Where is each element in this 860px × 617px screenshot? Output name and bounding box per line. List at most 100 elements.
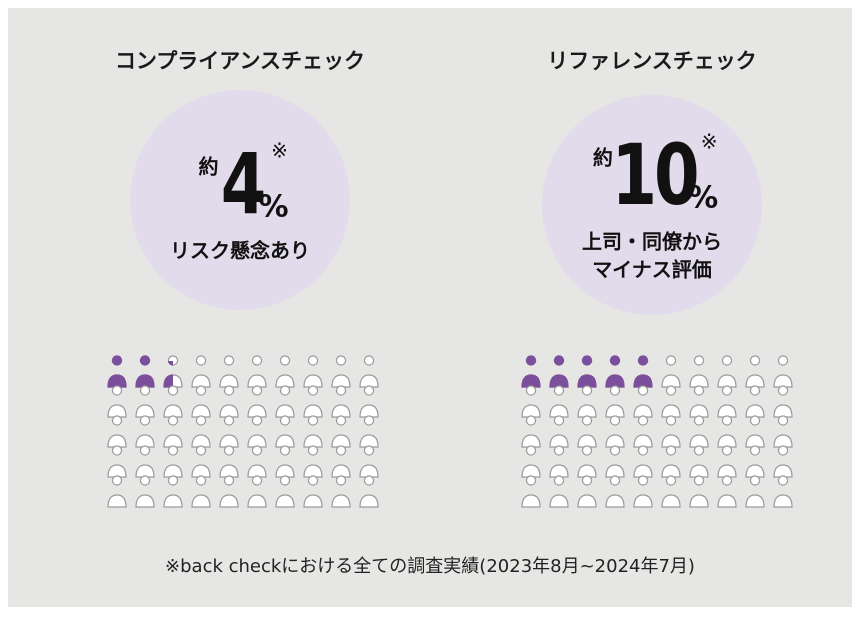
person-outline [521,385,541,418]
person-icon [191,415,211,448]
person-outline [331,385,351,418]
person-icon [247,475,267,508]
person-icon [135,415,155,448]
icon-grid [107,355,379,508]
person-icon [717,415,737,448]
person-icon [521,445,541,478]
person-icon [359,385,379,418]
person-icon [605,445,625,478]
person-outline [661,355,681,388]
person-icon [163,445,183,478]
person-outline [577,445,597,478]
person-outline [359,385,379,418]
person-outline [303,415,323,448]
person-outline [549,445,569,478]
person-icon [661,475,681,508]
person-outline [303,385,323,418]
person-icon [773,475,793,508]
note-mark: ※ [701,130,718,154]
person-outline [191,415,211,448]
person-icon [549,385,569,418]
person-icon [633,475,653,508]
stat-prefix: 約 [593,146,613,170]
stat-unit: % [259,190,289,225]
person-outline [303,445,323,478]
person-outline [247,385,267,418]
person-icon [247,385,267,418]
person-icon [107,385,127,418]
person-icon [135,355,155,388]
person-icon [521,475,541,508]
stat-value: 4 [221,135,264,233]
person-outline [773,355,793,388]
person-outline [331,355,351,388]
person-icon [577,475,597,508]
person-outline [331,415,351,448]
person-icon [303,385,323,418]
person-outline [247,475,267,508]
person-icon [661,355,681,388]
person-outline [577,415,597,448]
person-outline [107,445,127,478]
person-outline [717,355,737,388]
person-outline [605,415,625,448]
icon-grid [521,355,793,508]
person-icon [773,445,793,478]
person-outline [107,385,127,418]
person-icon [331,475,351,508]
person-icon [577,385,597,418]
background [8,8,852,607]
person-icon [745,445,765,478]
person-icon [275,385,295,418]
person-icon [549,475,569,508]
person-outline [633,475,653,508]
person-icon [359,445,379,478]
person-outline [745,385,765,418]
person-icon [689,445,709,478]
person-outline [163,385,183,418]
person-outline [275,415,295,448]
person-icon [107,445,127,478]
note-mark: ※ [271,139,288,163]
person-icon [191,445,211,478]
person-icon [191,385,211,418]
person-outline [773,385,793,418]
person-outline [773,475,793,508]
person-icon [661,445,681,478]
person-filled [135,355,155,388]
person-icon [521,355,541,388]
person-outline [135,475,155,508]
person-icon [605,415,625,448]
person-outline [275,355,295,388]
person-filled [605,355,625,388]
person-icon [359,415,379,448]
person-outline [549,385,569,418]
person-icon [107,475,127,508]
person-icon [577,445,597,478]
person-icon [275,415,295,448]
stat-caption: 上司・同僚から [582,230,722,254]
person-icon [661,415,681,448]
person-icon [773,415,793,448]
person-outline [359,355,379,388]
person-icon [107,415,127,448]
person-icon [331,355,351,388]
person-icon [549,415,569,448]
stat-prefix: 約 [198,155,218,179]
person-icon [717,445,737,478]
person-outline [275,445,295,478]
person-outline [577,475,597,508]
person-icon [135,475,155,508]
person-outline [633,385,653,418]
person-icon [303,355,323,388]
person-outline [521,475,541,508]
person-outline [303,355,323,388]
person-icon [689,385,709,418]
person-outline [689,445,709,478]
person-icon [633,415,653,448]
person-outline [549,475,569,508]
person-icon [661,385,681,418]
person-outline [359,475,379,508]
person-outline [605,445,625,478]
person-outline [633,445,653,478]
